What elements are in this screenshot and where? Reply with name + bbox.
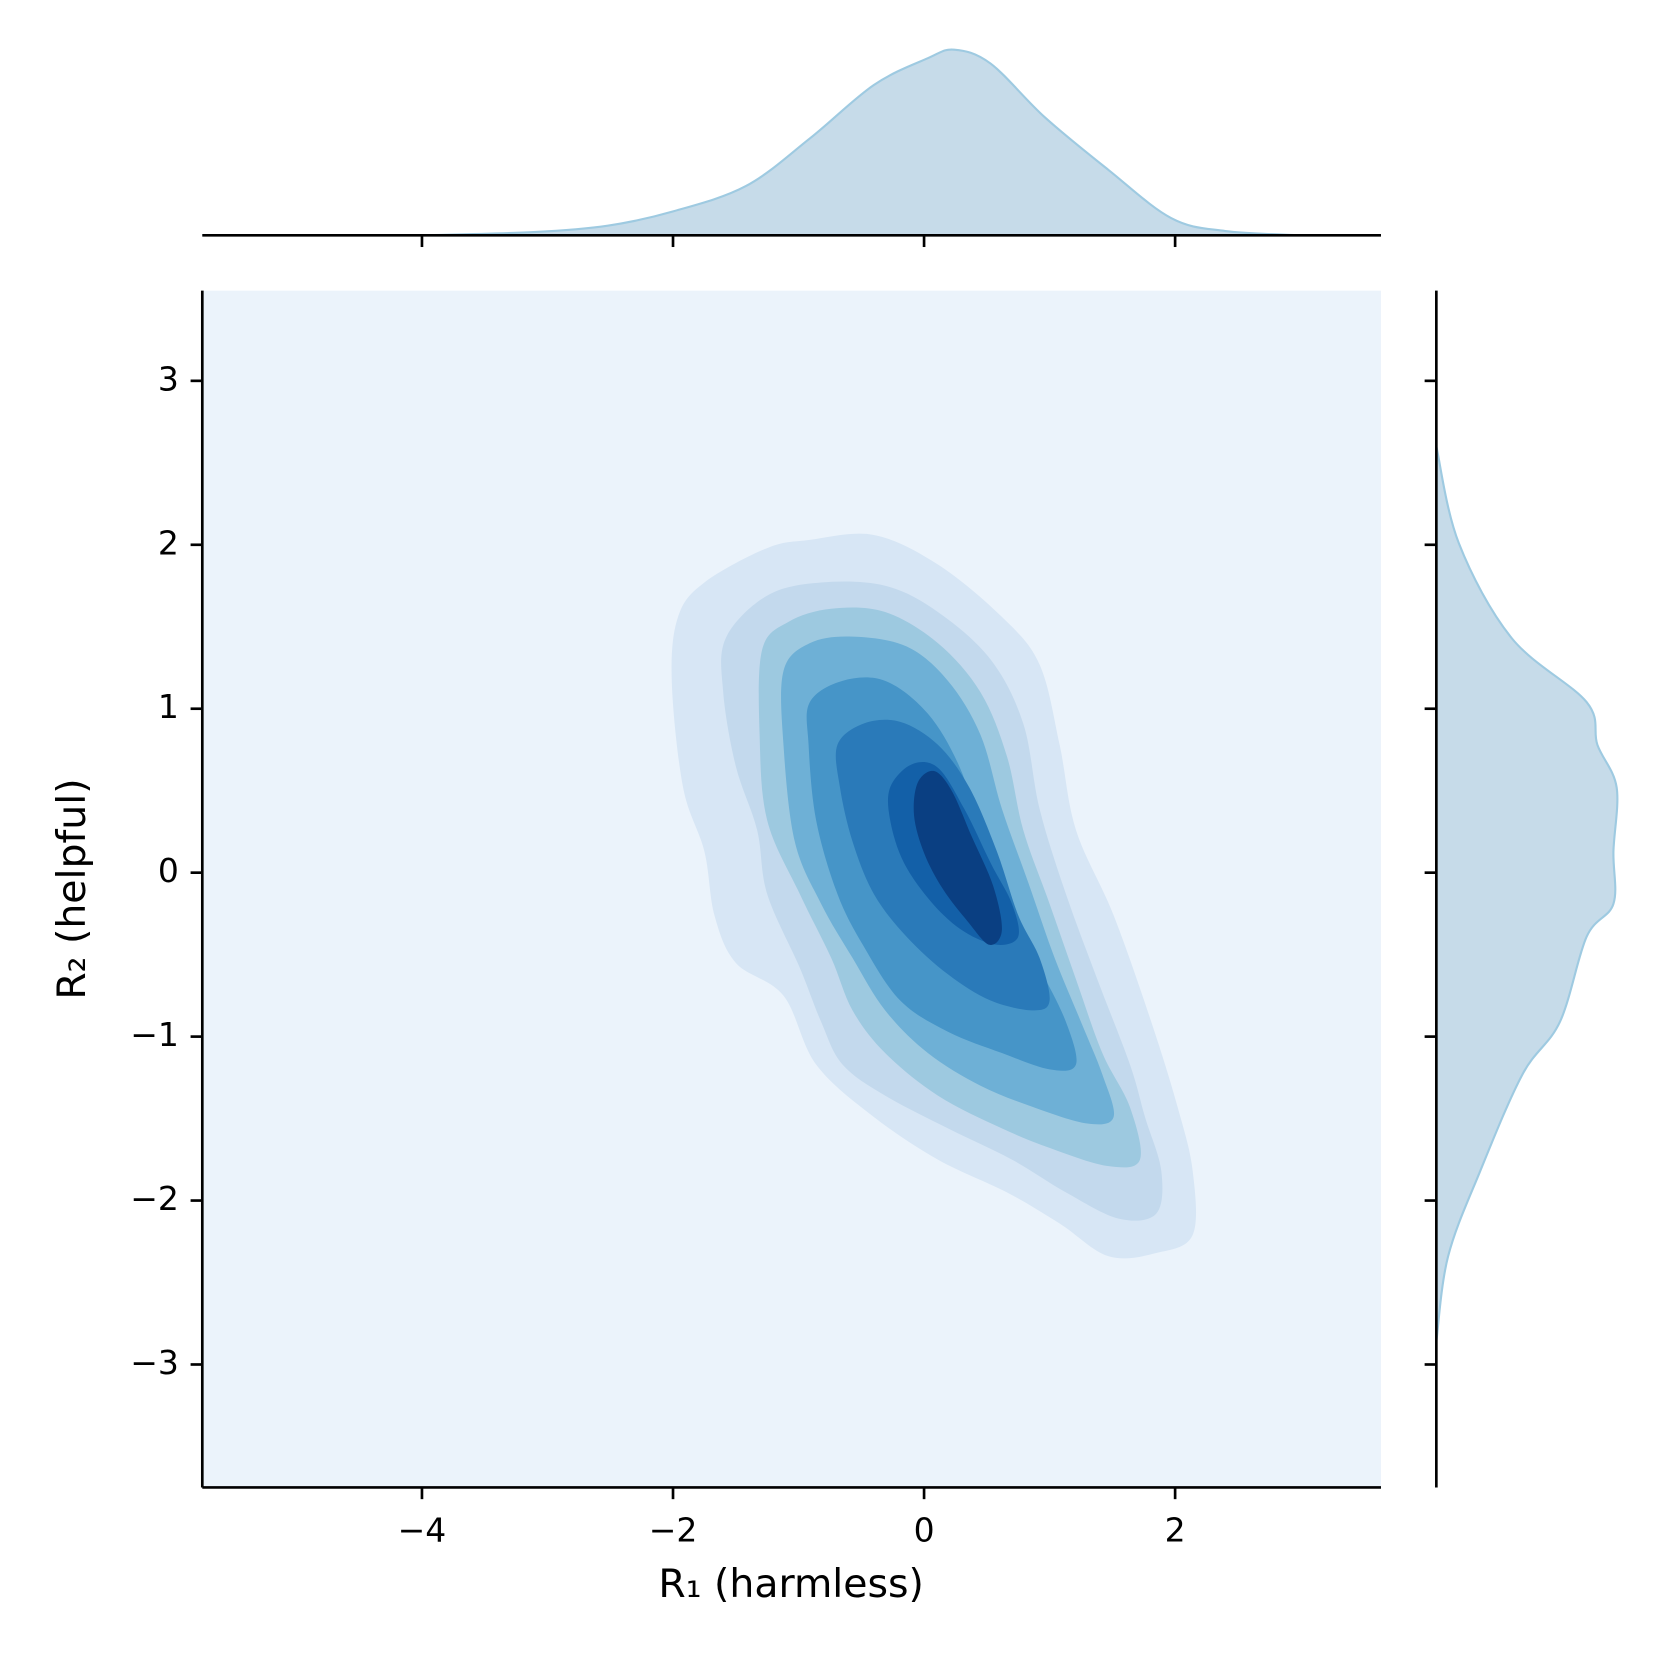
y-tick-label: −2 bbox=[130, 1179, 179, 1218]
y-tick-label: 1 bbox=[158, 687, 179, 726]
marginal-x-area bbox=[202, 48, 1381, 237]
marginal-y-area bbox=[1435, 290, 1619, 1488]
contour bbox=[913, 770, 1002, 945]
x-tick-label: 0 bbox=[914, 1511, 935, 1550]
x-tick-label: 2 bbox=[1165, 1511, 1186, 1550]
x-tick-label: −4 bbox=[398, 1511, 447, 1550]
y-tick-label: 0 bbox=[158, 851, 179, 890]
y-tick-label: 3 bbox=[158, 359, 179, 398]
y-axis-label: R₂ (helpful) bbox=[49, 778, 95, 999]
y-tick-label: 2 bbox=[158, 523, 179, 562]
y-tick-label: −1 bbox=[130, 1015, 179, 1054]
x-axis-label: R₁ (harmless) bbox=[658, 1561, 924, 1607]
y-tick-label: −3 bbox=[130, 1343, 179, 1382]
x-tick-label: −2 bbox=[649, 1511, 698, 1550]
